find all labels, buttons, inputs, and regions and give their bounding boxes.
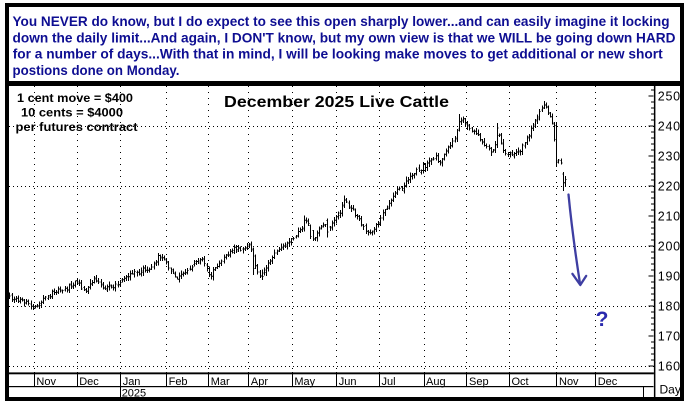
svg-text:Aug: Aug: [426, 376, 446, 388]
svg-text:Jul: Jul: [382, 376, 396, 388]
svg-text:10 cents = $4000: 10 cents = $4000: [21, 107, 123, 119]
svg-text:per futures contract: per futures contract: [16, 122, 138, 134]
svg-text:Sep: Sep: [469, 376, 489, 388]
svg-text:170: 170: [658, 330, 681, 344]
svg-text:December 2025 Live Cattle: December 2025 Live Cattle: [224, 94, 449, 111]
svg-text:Mar: Mar: [211, 376, 230, 388]
svg-text:190: 190: [658, 270, 681, 284]
svg-text:down the daily limit...And aga: down the daily limit...And again, I DON'…: [13, 29, 676, 45]
svg-text:250: 250: [658, 90, 681, 104]
svg-text:May: May: [294, 376, 315, 388]
svg-text:Nov: Nov: [559, 376, 579, 388]
svg-text:Jun: Jun: [339, 376, 357, 388]
svg-text:Feb: Feb: [169, 376, 188, 388]
svg-text:Dec: Dec: [598, 376, 618, 388]
svg-text:240: 240: [658, 120, 681, 134]
svg-text:postions done on Monday.: postions done on Monday.: [13, 62, 180, 78]
svg-text:You NEVER do know, but I do ex: You NEVER do know, but I do expect to se…: [13, 13, 670, 29]
svg-text:160: 160: [658, 360, 681, 374]
svg-text:1 cent move = $400: 1 cent move = $400: [17, 93, 133, 105]
svg-text:Dec: Dec: [79, 376, 99, 388]
svg-text:210: 210: [658, 210, 681, 224]
svg-text:180: 180: [658, 300, 681, 314]
svg-text:Oct: Oct: [512, 376, 529, 388]
svg-text:Apr: Apr: [251, 376, 268, 388]
svg-text:Nov: Nov: [36, 376, 56, 388]
svg-text:Jan: Jan: [123, 376, 141, 388]
svg-text:2025: 2025: [122, 388, 146, 400]
svg-text:200: 200: [658, 240, 681, 254]
svg-text:?: ?: [596, 308, 609, 331]
svg-text:230: 230: [658, 150, 681, 164]
svg-text:Day: Day: [660, 383, 681, 397]
svg-text:for a number of days...With th: for a number of days...With that in mind…: [13, 46, 663, 62]
svg-text:220: 220: [658, 180, 681, 194]
